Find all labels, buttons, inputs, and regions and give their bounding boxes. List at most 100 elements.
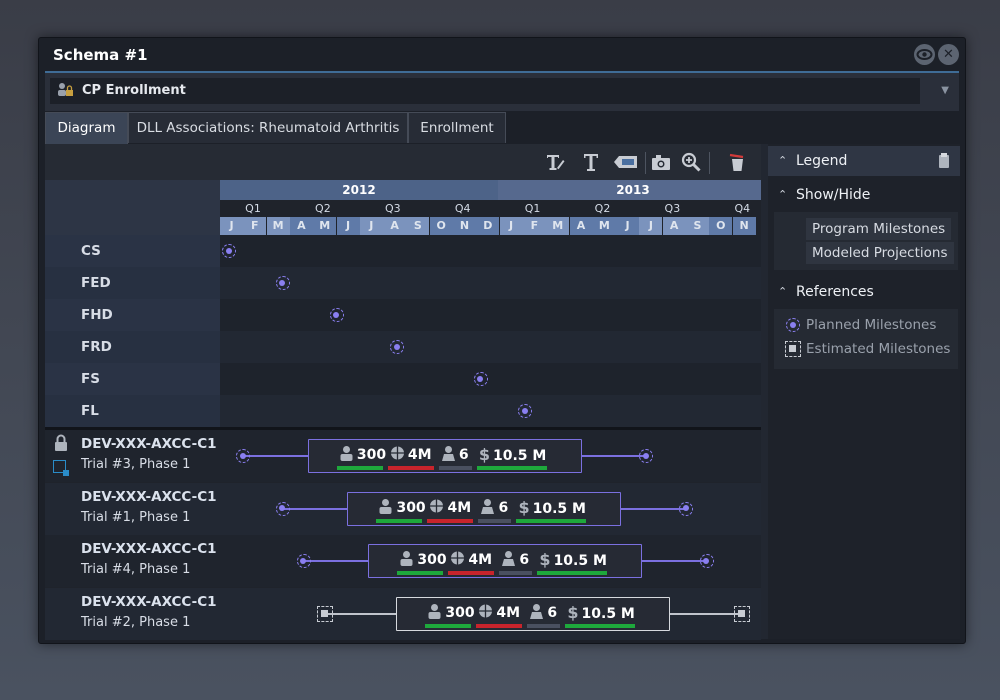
references-list: Planned Milestones Estimated Milestones bbox=[774, 309, 958, 369]
investigators-icon bbox=[481, 498, 495, 514]
tab-dll-associations[interactable]: DLL Associations: Rheumatoid Arthritis bbox=[128, 112, 408, 143]
trial-summary-box[interactable]: 300 4M 6 $10.5 M bbox=[307, 439, 582, 473]
milestone-lane bbox=[220, 331, 761, 363]
month-label: S bbox=[406, 217, 430, 235]
toolbar-separator bbox=[709, 152, 710, 174]
cost-icon: $ bbox=[539, 550, 551, 569]
milestone-marker[interactable] bbox=[329, 308, 344, 322]
stat-cost: $10.5 M bbox=[516, 497, 587, 523]
milestone-marker[interactable] bbox=[222, 244, 237, 258]
milestone-marker[interactable] bbox=[390, 340, 405, 354]
legend-title: Legend bbox=[796, 153, 848, 169]
planned-end-marker[interactable] bbox=[639, 449, 654, 463]
planned-start-marker[interactable] bbox=[275, 501, 290, 516]
tag-icon[interactable] bbox=[613, 152, 639, 172]
legend-header[interactable]: ⌃ Legend bbox=[768, 146, 960, 176]
estimated-start-marker[interactable] bbox=[316, 605, 333, 622]
quarter-label: Q1 bbox=[524, 202, 541, 215]
stat-sites: 4M bbox=[427, 498, 474, 523]
stat-investigators: 6 bbox=[438, 445, 472, 470]
trial-subtitle: Trial #1, Phase 1 bbox=[81, 509, 191, 525]
milestone-marker[interactable] bbox=[473, 372, 488, 386]
milestone-lane bbox=[220, 299, 761, 331]
stat-cost: $10.5 M bbox=[537, 550, 608, 575]
sites-value: 4M bbox=[407, 447, 432, 463]
delete-icon[interactable] bbox=[727, 152, 747, 172]
quarter-label: Q3 bbox=[664, 202, 681, 215]
estimated-end-marker[interactable] bbox=[733, 605, 750, 622]
visibility-eye-icon[interactable] bbox=[914, 44, 935, 65]
trial-lane: 300 4M 6 $10.5 M bbox=[220, 430, 761, 482]
estimated-milestones-label: Estimated Milestones bbox=[806, 341, 951, 357]
quarter-label: Q2 bbox=[315, 202, 331, 215]
investigators-indicator-bar bbox=[438, 466, 472, 470]
cost-icon: $ bbox=[518, 497, 530, 517]
milestone-marker[interactable] bbox=[275, 276, 290, 290]
planned-start-marker[interactable] bbox=[296, 554, 311, 568]
planned-start-marker[interactable] bbox=[236, 449, 251, 463]
chevron-down-icon[interactable]: ▼ bbox=[941, 85, 949, 96]
camera-icon[interactable] bbox=[651, 152, 671, 172]
close-icon[interactable]: ✕ bbox=[938, 44, 959, 65]
patients-indicator-bar bbox=[376, 518, 423, 523]
milestone-row-label: FRD bbox=[45, 331, 220, 363]
clipboard-icon[interactable] bbox=[938, 153, 950, 169]
tab-diagram[interactable]: Diagram bbox=[45, 112, 128, 145]
milestone-row-label: FS bbox=[45, 363, 220, 395]
collapse-chevron-icon: ⌃ bbox=[778, 154, 788, 167]
stat-sites: 4M bbox=[476, 603, 523, 628]
text-tool-icon[interactable] bbox=[545, 152, 565, 172]
investigators-value: 6 bbox=[519, 552, 530, 568]
trial-title: DEV-XXX-AXCC-C1 bbox=[81, 488, 217, 505]
sites-icon bbox=[479, 604, 493, 617]
cost-value: 10.5 M bbox=[492, 448, 547, 464]
stat-cost: $10.5 M bbox=[565, 603, 636, 628]
sites-value: 4M bbox=[468, 552, 493, 568]
trial-summary-box[interactable]: 300 4M 6 $10.5 M bbox=[396, 596, 671, 631]
tab-enrollment[interactable]: Enrollment bbox=[408, 112, 506, 143]
selector-bar: CP Enrollment ▼ bbox=[45, 71, 959, 111]
milestone-row-label: FL bbox=[45, 395, 220, 427]
quarter-label: Q2 bbox=[594, 202, 611, 215]
trial-summary-box[interactable]: 300 4M 6 $10.5 M bbox=[347, 491, 622, 526]
milestone-lane bbox=[220, 235, 761, 267]
lock-icon[interactable] bbox=[53, 434, 69, 452]
milestone-row-label: FED bbox=[45, 267, 220, 299]
toggle-modeled-projections[interactable]: Modeled Projections bbox=[806, 242, 954, 264]
sites-icon bbox=[430, 499, 444, 512]
planned-end-marker[interactable] bbox=[679, 501, 693, 516]
cost-indicator-bar bbox=[476, 466, 547, 470]
month-label: J bbox=[616, 217, 640, 235]
investigators-icon bbox=[530, 603, 544, 619]
sites-indicator-bar bbox=[476, 623, 523, 628]
trial-subtitle: Trial #2, Phase 1 bbox=[81, 614, 191, 630]
timeline-header: 2012 2013 Q1 Q2 Q3 Q4 Q1 Q2 Q3 Q4 J F M A M J J A S O N D J F… bbox=[220, 180, 761, 235]
select-checkbox-icon[interactable] bbox=[53, 460, 69, 476]
investigators-value: 6 bbox=[498, 499, 509, 516]
stat-investigators: 6 bbox=[499, 550, 533, 575]
month-label: O bbox=[429, 217, 453, 235]
cost-value: 10.5 M bbox=[532, 500, 586, 517]
toggle-program-milestones[interactable]: Program Milestones bbox=[806, 218, 952, 240]
diagram-toolbar bbox=[45, 144, 761, 180]
trial-title: DEV-XXX-AXCC-C1 bbox=[81, 541, 217, 557]
schema-window: Schema #1 ✕ CP Enrollment ▼ Diagram DLL … bbox=[38, 37, 966, 644]
planned-end-marker[interactable] bbox=[699, 554, 714, 568]
show-hide-header[interactable]: ⌃ Show/Hide bbox=[768, 180, 960, 210]
legend-panel: ⌃ Legend ⌃ Show/Hide Program Milestones … bbox=[768, 144, 960, 639]
milestone-row-label: CS bbox=[45, 235, 220, 267]
quarter-label: Q4 bbox=[734, 202, 751, 215]
sites-indicator-bar bbox=[427, 518, 474, 523]
references-header[interactable]: ⌃ References bbox=[768, 277, 960, 307]
trial-summary-box[interactable]: 300 4M 6 $10.5 M bbox=[368, 544, 643, 578]
zoom-icon[interactable] bbox=[681, 152, 701, 172]
stat-sites: 4M bbox=[448, 550, 495, 575]
milestone-lane bbox=[220, 363, 761, 395]
sites-value: 4M bbox=[496, 604, 521, 621]
trial-subtitle: Trial #4, Phase 1 bbox=[81, 562, 191, 577]
milestone-marker[interactable] bbox=[518, 404, 533, 418]
month-label: J bbox=[359, 217, 383, 235]
text-icon[interactable] bbox=[581, 152, 601, 172]
sites-icon bbox=[390, 446, 404, 460]
program-dropdown[interactable]: CP Enrollment bbox=[50, 78, 920, 104]
